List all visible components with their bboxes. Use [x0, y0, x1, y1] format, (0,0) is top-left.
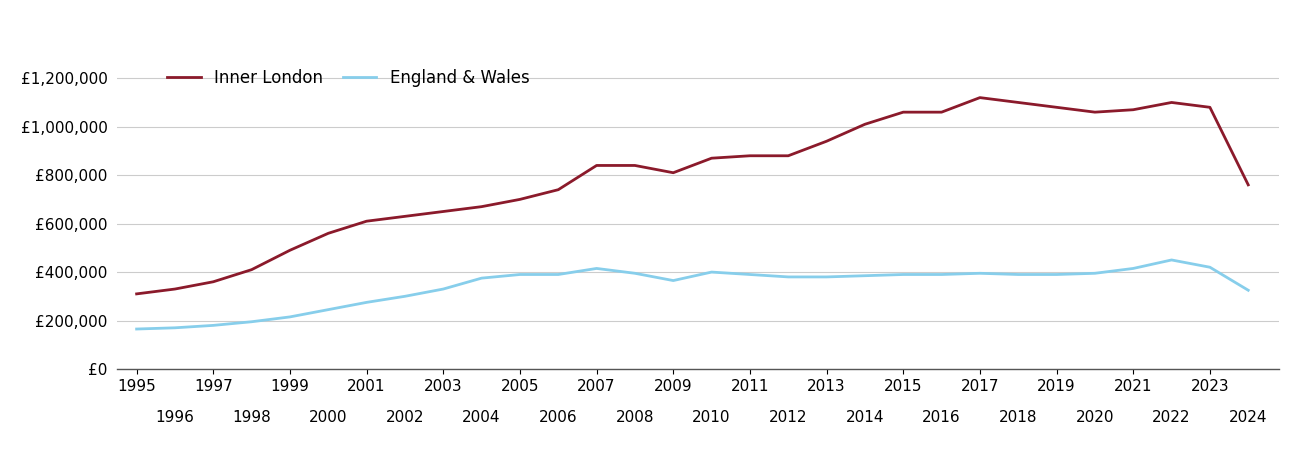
Inner London	[167, 286, 183, 292]
Inner London	[1202, 104, 1218, 110]
England & Wales	[512, 272, 527, 277]
Inner London	[321, 230, 337, 236]
Line: Inner London: Inner London	[137, 98, 1249, 294]
Inner London	[589, 163, 604, 168]
Line: England & Wales: England & Wales	[137, 260, 1249, 329]
Inner London	[244, 267, 260, 272]
Legend: Inner London, England & Wales: Inner London, England & Wales	[161, 63, 536, 94]
Inner London	[129, 291, 145, 297]
England & Wales	[1164, 257, 1180, 263]
England & Wales	[780, 274, 796, 279]
England & Wales	[1010, 272, 1026, 277]
Inner London	[780, 153, 796, 158]
Inner London	[666, 170, 681, 176]
England & Wales	[359, 300, 375, 305]
Inner London	[703, 156, 719, 161]
England & Wales	[321, 307, 337, 312]
Inner London	[205, 279, 221, 284]
Inner London	[818, 139, 834, 144]
Inner London	[397, 214, 412, 219]
Inner London	[1010, 100, 1026, 105]
England & Wales	[666, 278, 681, 283]
England & Wales	[857, 273, 873, 279]
Inner London	[895, 109, 911, 115]
Inner London	[474, 204, 489, 209]
England & Wales	[1241, 288, 1257, 293]
Inner London	[1049, 104, 1065, 110]
England & Wales	[628, 270, 643, 276]
England & Wales	[743, 272, 758, 277]
England & Wales	[1087, 270, 1103, 276]
England & Wales	[1049, 272, 1065, 277]
Inner London	[743, 153, 758, 158]
Inner London	[436, 209, 452, 214]
Inner London	[282, 248, 298, 253]
England & Wales	[934, 272, 950, 277]
Inner London	[1087, 109, 1103, 115]
Inner London	[1164, 100, 1180, 105]
England & Wales	[551, 272, 566, 277]
England & Wales	[703, 270, 719, 275]
England & Wales	[244, 319, 260, 324]
England & Wales	[474, 275, 489, 281]
England & Wales	[436, 286, 452, 292]
Inner London	[551, 187, 566, 193]
England & Wales	[1125, 266, 1141, 271]
Inner London	[1241, 182, 1257, 188]
England & Wales	[205, 323, 221, 328]
Inner London	[628, 163, 643, 168]
Inner London	[1125, 107, 1141, 112]
England & Wales	[397, 293, 412, 299]
England & Wales	[818, 274, 834, 279]
Inner London	[972, 95, 988, 100]
Inner London	[857, 122, 873, 127]
England & Wales	[895, 272, 911, 277]
England & Wales	[972, 270, 988, 276]
Inner London	[512, 197, 527, 202]
England & Wales	[1202, 265, 1218, 270]
England & Wales	[589, 266, 604, 271]
England & Wales	[167, 325, 183, 330]
England & Wales	[129, 326, 145, 332]
Inner London	[934, 109, 950, 115]
England & Wales	[282, 314, 298, 319]
Inner London	[359, 219, 375, 224]
